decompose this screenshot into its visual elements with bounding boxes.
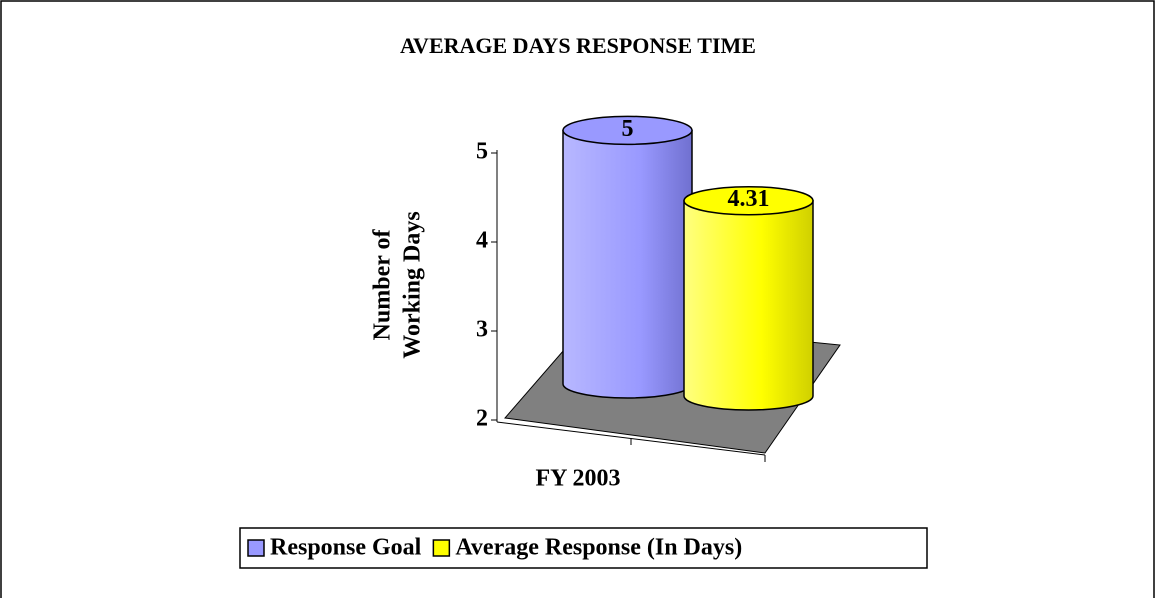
x-tick-label: FY 2003 xyxy=(535,466,620,492)
legend-label: Response Goal xyxy=(270,535,422,561)
y-tick-label: 4 xyxy=(476,228,488,254)
cylinder-body xyxy=(562,129,693,399)
y-axis-label: Number of Working Days xyxy=(370,211,426,358)
y-tick-label: 5 xyxy=(476,139,488,165)
y-tick-label: 3 xyxy=(476,317,488,343)
cylinder-top xyxy=(562,115,693,146)
y-label-line: Number of xyxy=(370,229,396,341)
legend-label: Average Response (In Days) xyxy=(455,535,742,561)
legend-swatch xyxy=(247,539,265,557)
legend-swatch xyxy=(432,539,451,557)
cylinder-top xyxy=(683,185,814,216)
y-tick-label: 2 xyxy=(476,406,488,432)
value-label: 4.31 xyxy=(728,186,770,212)
legend xyxy=(239,527,928,569)
y-label-line: Working Days xyxy=(400,211,426,358)
cylinder-body xyxy=(683,199,814,411)
value-label: 5 xyxy=(622,116,634,142)
chart-title: AVERAGE DAYS RESPONSE TIME xyxy=(400,33,756,58)
